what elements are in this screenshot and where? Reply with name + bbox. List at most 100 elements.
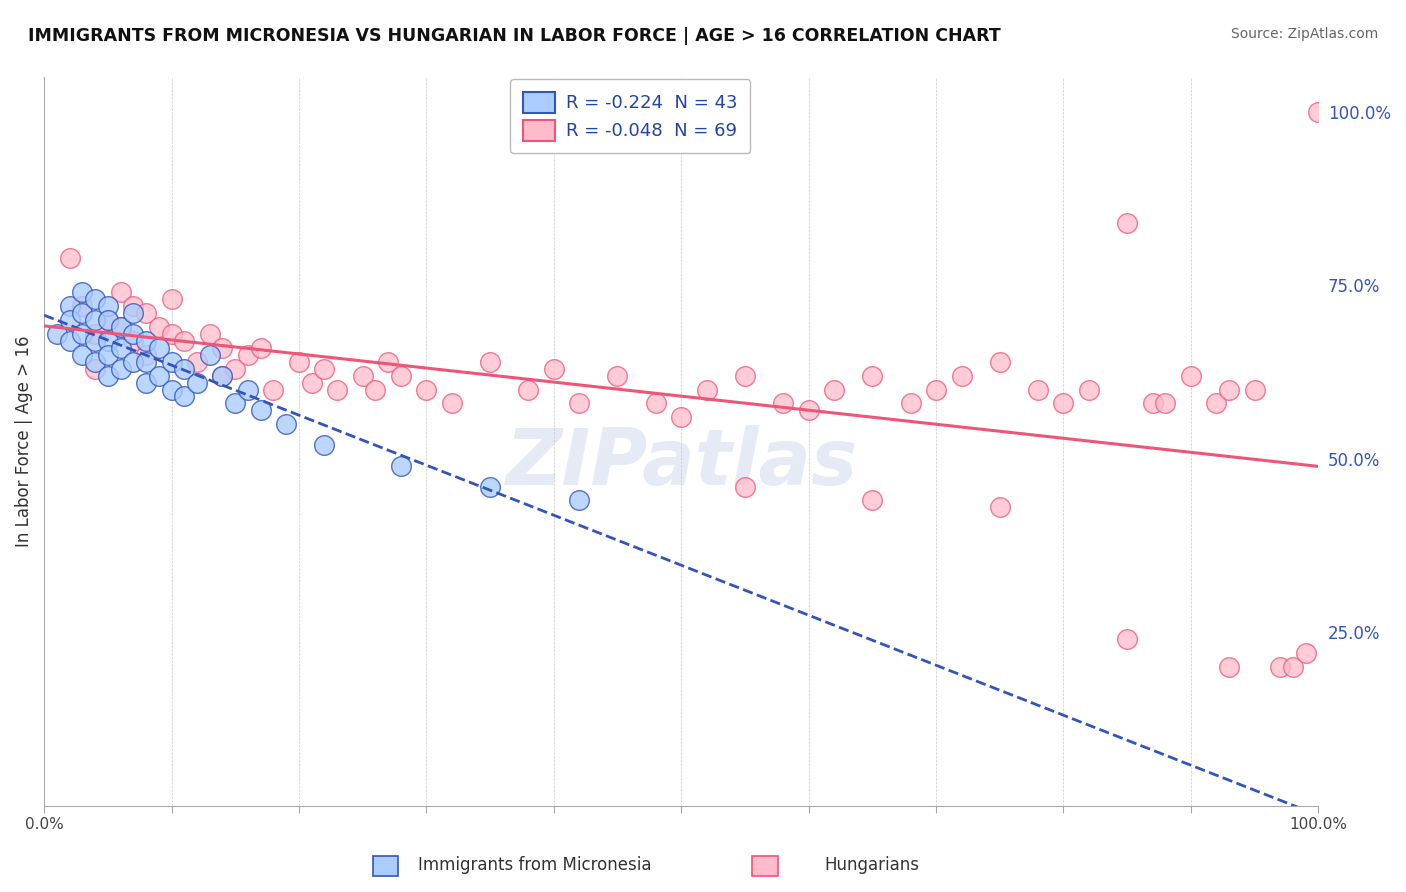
Point <box>72 306 94 320</box>
Point <box>122 355 145 369</box>
Point <box>110 320 132 334</box>
Point <box>249 341 271 355</box>
Point <box>262 383 284 397</box>
Point <box>211 341 233 355</box>
Point <box>1154 396 1177 410</box>
Point <box>72 348 94 362</box>
Point <box>1052 396 1074 410</box>
Point <box>440 396 463 410</box>
Point <box>135 334 157 348</box>
Point <box>97 368 120 383</box>
Point <box>45 326 67 341</box>
Point <box>135 355 157 369</box>
Point <box>988 355 1011 369</box>
Point <box>1205 396 1227 410</box>
Point <box>84 313 107 327</box>
Point <box>186 376 208 390</box>
Point <box>97 313 120 327</box>
Point <box>58 251 80 265</box>
Point <box>72 326 94 341</box>
Point <box>122 334 145 348</box>
Point <box>314 361 336 376</box>
Point <box>479 355 502 369</box>
Point <box>97 299 120 313</box>
Point <box>734 480 756 494</box>
Point <box>135 348 157 362</box>
Point <box>58 313 80 327</box>
Point <box>122 326 145 341</box>
Point <box>543 361 565 376</box>
Point <box>97 348 120 362</box>
Point <box>1026 383 1049 397</box>
Point <box>1308 105 1330 120</box>
Point <box>1142 396 1164 410</box>
Point <box>301 376 323 390</box>
Point <box>900 396 922 410</box>
Point <box>148 341 170 355</box>
Point <box>249 403 271 417</box>
Point <box>772 396 794 410</box>
Point <box>211 368 233 383</box>
Point <box>1116 216 1139 230</box>
Point <box>988 500 1011 515</box>
Point <box>173 361 195 376</box>
Point <box>160 355 183 369</box>
Point <box>110 285 132 300</box>
Point <box>860 368 883 383</box>
Point <box>224 361 246 376</box>
Point <box>160 326 183 341</box>
Point <box>110 361 132 376</box>
Point <box>122 299 145 313</box>
Point <box>148 368 170 383</box>
Point <box>58 299 80 313</box>
Point <box>352 368 374 383</box>
Point <box>198 326 221 341</box>
Point <box>568 493 591 508</box>
Point <box>364 383 387 397</box>
Point <box>326 383 349 397</box>
Point <box>97 334 120 348</box>
Point <box>1281 660 1303 674</box>
Text: Immigrants from Micronesia: Immigrants from Micronesia <box>418 856 651 874</box>
Point <box>1116 632 1139 647</box>
Point <box>1268 660 1291 674</box>
Point <box>211 368 233 383</box>
Point <box>1077 383 1099 397</box>
Legend: R = -0.224  N = 43, R = -0.048  N = 69: R = -0.224 N = 43, R = -0.048 N = 69 <box>510 79 751 153</box>
Point <box>734 368 756 383</box>
Point <box>696 383 718 397</box>
Point <box>84 334 107 348</box>
Point <box>606 368 628 383</box>
Point <box>1218 383 1240 397</box>
Point <box>198 348 221 362</box>
Point <box>823 383 845 397</box>
Point <box>236 348 259 362</box>
Point <box>288 355 311 369</box>
Point <box>135 306 157 320</box>
Point <box>160 293 183 307</box>
Point <box>669 410 692 425</box>
Text: Hungarians: Hungarians <box>824 856 920 874</box>
Point <box>568 396 591 410</box>
Text: ZIPatlas: ZIPatlas <box>505 425 858 501</box>
Point <box>236 383 259 397</box>
Text: IMMIGRANTS FROM MICRONESIA VS HUNGARIAN IN LABOR FORCE | AGE > 16 CORRELATION CH: IMMIGRANTS FROM MICRONESIA VS HUNGARIAN … <box>28 27 1001 45</box>
Point <box>1243 383 1265 397</box>
Point <box>186 355 208 369</box>
Point <box>925 383 948 397</box>
Text: Source: ZipAtlas.com: Source: ZipAtlas.com <box>1230 27 1378 41</box>
Point <box>1295 646 1317 660</box>
Point <box>135 376 157 390</box>
Point <box>72 285 94 300</box>
Point <box>110 341 132 355</box>
Point <box>160 383 183 397</box>
Point <box>389 458 412 473</box>
Point <box>479 480 502 494</box>
Point <box>110 320 132 334</box>
Point <box>173 334 195 348</box>
Point <box>314 438 336 452</box>
Point <box>84 293 107 307</box>
Point <box>797 403 820 417</box>
Point <box>276 417 298 432</box>
Point <box>148 320 170 334</box>
